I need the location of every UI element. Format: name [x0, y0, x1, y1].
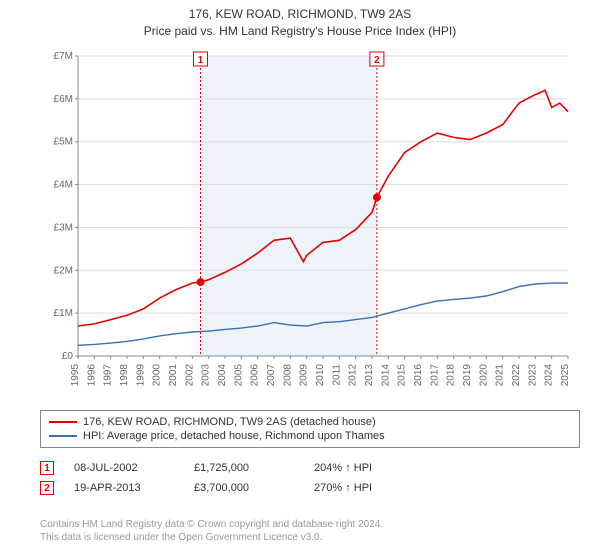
- chart: 1 2 £0 £1M £2M £3M £4M £5M £6M £7M 1995 1996 1997 199…: [40, 46, 580, 396]
- legend: 176, KEW ROAD, RICHMOND, TW9 2AS (detach…: [40, 410, 580, 448]
- svg-text:2023: 2023: [527, 364, 538, 387]
- svg-text:2024: 2024: [544, 364, 555, 387]
- svg-text:2016: 2016: [413, 364, 424, 387]
- svg-text:2007: 2007: [266, 364, 277, 387]
- svg-text:£1M: £1M: [54, 308, 73, 319]
- sale-price: £1,725,000: [194, 462, 294, 474]
- sale-hpi: 270% ↑ HPI: [314, 482, 414, 494]
- svg-text:2014: 2014: [380, 364, 391, 387]
- sale-price: £3,700,000: [194, 482, 294, 494]
- svg-text:1999: 1999: [135, 364, 146, 387]
- svg-text:2022: 2022: [511, 364, 522, 387]
- sales-table: 1 08-JUL-2002 £1,725,000 204% ↑ HPI 2 19-APR-…: [40, 458, 580, 498]
- svg-text:£3M: £3M: [54, 222, 73, 233]
- sale-date: 08-JUL-2002: [74, 462, 174, 474]
- svg-text:2019: 2019: [462, 364, 473, 387]
- svg-text:2011: 2011: [331, 364, 342, 386]
- sale-hpi: 204% ↑ HPI: [314, 462, 414, 474]
- chart-title: 176, KEW ROAD, RICHMOND, TW9 2AS Price p…: [0, 0, 600, 40]
- sale-date: 19-APR-2013: [74, 482, 174, 494]
- svg-text:2010: 2010: [315, 364, 326, 387]
- svg-text:2009: 2009: [299, 364, 310, 387]
- svg-text:2017: 2017: [429, 364, 440, 387]
- svg-text:2005: 2005: [233, 364, 244, 387]
- svg-text:1998: 1998: [119, 364, 130, 387]
- svg-text:£4M: £4M: [54, 180, 73, 191]
- legend-item: 176, KEW ROAD, RICHMOND, TW9 2AS (detach…: [49, 415, 571, 429]
- svg-text:2006: 2006: [250, 364, 261, 387]
- footer-line2: This data is licensed under the Open Gov…: [40, 531, 580, 544]
- legend-swatch: [49, 421, 77, 423]
- footer-note: Contains HM Land Registry data © Crown c…: [40, 518, 580, 544]
- sale-row: 1 08-JUL-2002 £1,725,000 204% ↑ HPI: [40, 458, 580, 478]
- svg-text:£6M: £6M: [54, 94, 73, 105]
- svg-text:1: 1: [198, 55, 204, 66]
- svg-text:1995: 1995: [70, 364, 81, 387]
- svg-text:£5M: £5M: [54, 137, 73, 148]
- svg-text:2002: 2002: [184, 364, 195, 387]
- svg-text:2000: 2000: [152, 364, 163, 387]
- title-line2: Price paid vs. HM Land Registry's House …: [0, 23, 600, 40]
- svg-text:1997: 1997: [103, 364, 114, 387]
- svg-text:2020: 2020: [478, 364, 489, 387]
- svg-text:2025: 2025: [560, 364, 571, 387]
- svg-text:2001: 2001: [168, 364, 179, 387]
- svg-text:2018: 2018: [446, 364, 457, 387]
- svg-text:2004: 2004: [217, 364, 228, 387]
- legend-label: HPI: Average price, detached house, Rich…: [83, 430, 385, 442]
- svg-text:£2M: £2M: [54, 265, 73, 276]
- svg-text:2008: 2008: [282, 364, 293, 387]
- legend-item: HPI: Average price, detached house, Rich…: [49, 429, 571, 443]
- svg-text:2003: 2003: [201, 364, 212, 387]
- svg-text:1996: 1996: [86, 364, 97, 387]
- svg-text:2: 2: [374, 55, 380, 66]
- svg-text:2013: 2013: [364, 364, 375, 387]
- svg-text:2012: 2012: [348, 364, 359, 387]
- title-line1: 176, KEW ROAD, RICHMOND, TW9 2AS: [0, 6, 600, 23]
- svg-text:£0: £0: [62, 351, 74, 362]
- svg-text:2021: 2021: [495, 364, 506, 387]
- sale-marker: 2: [40, 481, 54, 495]
- svg-text:£7M: £7M: [54, 51, 73, 62]
- sale-marker: 1: [40, 461, 54, 475]
- footer-line1: Contains HM Land Registry data © Crown c…: [40, 518, 580, 531]
- svg-text:2015: 2015: [397, 364, 408, 387]
- legend-swatch: [49, 435, 77, 437]
- sale-row: 2 19-APR-2013 £3,700,000 270% ↑ HPI: [40, 478, 580, 498]
- legend-label: 176, KEW ROAD, RICHMOND, TW9 2AS (detach…: [83, 416, 376, 428]
